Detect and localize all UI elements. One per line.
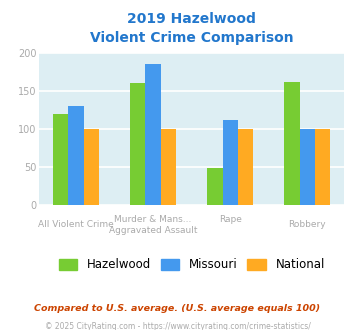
Text: © 2025 CityRating.com - https://www.cityrating.com/crime-statistics/: © 2025 CityRating.com - https://www.city… bbox=[45, 322, 310, 330]
Bar bbox=[53, 114, 69, 205]
Bar bbox=[161, 129, 176, 205]
Bar bbox=[146, 64, 161, 205]
Bar bbox=[315, 129, 331, 205]
Bar bbox=[207, 168, 223, 205]
Legend: Hazelwood, Missouri, National: Hazelwood, Missouri, National bbox=[56, 256, 327, 274]
Bar bbox=[284, 82, 300, 205]
Title: 2019 Hazelwood
Violent Crime Comparison: 2019 Hazelwood Violent Crime Comparison bbox=[90, 12, 294, 45]
Text: All Violent Crime: All Violent Crime bbox=[38, 220, 114, 229]
Bar bbox=[223, 119, 238, 205]
Text: Aggravated Assault: Aggravated Assault bbox=[109, 226, 197, 235]
Text: Murder & Mans...: Murder & Mans... bbox=[114, 215, 192, 224]
Bar bbox=[238, 129, 253, 205]
Text: Robbery: Robbery bbox=[289, 220, 326, 229]
Bar bbox=[300, 129, 315, 205]
Bar bbox=[84, 129, 99, 205]
Bar bbox=[69, 106, 84, 205]
Text: Compared to U.S. average. (U.S. average equals 100): Compared to U.S. average. (U.S. average … bbox=[34, 304, 321, 313]
Text: Rape: Rape bbox=[219, 215, 242, 224]
Bar bbox=[130, 83, 146, 205]
